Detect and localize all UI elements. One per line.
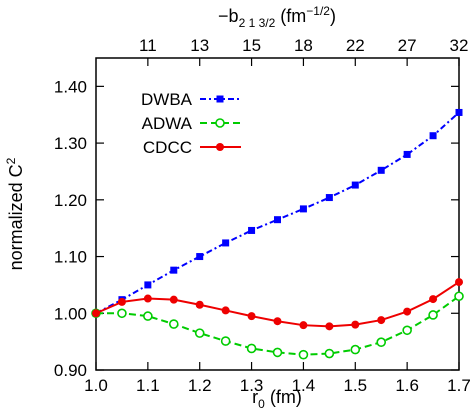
data-point-dwba — [351, 181, 359, 189]
data-point-dwba — [455, 108, 463, 116]
y-tick-label: 0.90 — [54, 361, 87, 380]
data-point-adwa — [324, 348, 335, 359]
data-point-adwa — [428, 310, 438, 320]
data-point-adwa — [194, 328, 205, 338]
data-point-cdcc — [455, 278, 463, 287]
data-point-cdcc — [273, 317, 282, 326]
data-point-adwa — [246, 343, 257, 354]
data-point-adwa — [143, 311, 153, 321]
top-tick-label: 22 — [346, 36, 365, 55]
data-point-dwba — [170, 266, 178, 274]
data-point-dwba — [299, 205, 307, 213]
legend-label-adwa: ADWA — [142, 114, 193, 133]
data-point-dwba — [429, 132, 437, 140]
data-point-cdcc — [143, 294, 152, 303]
y-tick-label: 1.40 — [54, 77, 87, 96]
legend-label-cdcc: CDCC — [143, 138, 192, 157]
data-point-cdcc — [325, 322, 334, 331]
data-point-adwa — [272, 347, 283, 358]
top-tick-label: 18 — [294, 36, 313, 55]
data-point-adwa — [402, 325, 412, 336]
x-tick-label: 1.2 — [188, 376, 212, 395]
data-point-adwa — [220, 336, 231, 346]
data-point-cdcc — [299, 321, 308, 330]
top-axis-title: −b2 1 3/2 (fm−1/2) — [218, 4, 336, 30]
data-point-dwba — [248, 226, 256, 234]
data-point-cdcc — [221, 306, 230, 315]
data-point-cdcc — [195, 300, 204, 309]
y-tick-label: 1.00 — [54, 304, 87, 323]
legend-marker-dwba — [216, 95, 224, 103]
data-point-adwa — [298, 349, 309, 360]
data-point-cdcc — [429, 295, 438, 304]
legend-label-dwba: DWBA — [141, 90, 193, 109]
data-point-dwba — [377, 166, 385, 174]
x-tick-label: 1.6 — [395, 376, 419, 395]
series-line-dwba — [95, 111, 460, 315]
y-tick-label: 1.20 — [54, 191, 87, 210]
top-tick-label: 27 — [398, 36, 417, 55]
data-point-cdcc — [377, 316, 386, 325]
data-point-cdcc — [351, 320, 360, 329]
y-tick-label: 1.10 — [54, 248, 87, 267]
x-tick-label: 1.1 — [136, 376, 160, 395]
plot-frame — [95, 57, 460, 371]
data-point-cdcc — [403, 307, 412, 316]
legend: DWBA ADWA CDCC — [141, 90, 241, 157]
data-point-cdcc — [117, 297, 126, 306]
data-point-dwba — [196, 253, 204, 261]
y-tick-label: 1.30 — [54, 134, 87, 153]
series-line-adwa — [96, 295, 460, 356]
x-tick-label: 1.5 — [343, 376, 367, 395]
data-point-adwa — [454, 291, 464, 302]
data-point-cdcc — [247, 312, 256, 321]
x-axis-title: r0 (fm) — [252, 387, 302, 410]
data-point-dwba — [222, 239, 230, 247]
top-tick-label: 15 — [242, 36, 261, 55]
data-point-adwa — [117, 308, 127, 319]
x-tick-label: 1.7 — [447, 376, 471, 395]
x-tick-label: 1.4 — [292, 376, 316, 395]
data-point-cdcc — [169, 295, 178, 304]
x-tick-label: 1.0 — [84, 376, 108, 395]
legend-marker-adwa — [215, 118, 225, 128]
data-point-adwa — [168, 319, 179, 329]
series-cdcc — [92, 278, 463, 331]
ticks-group: 1.0 1.1 1.2 1.3 1.4 1.5 1.6 1.7 0.90 1.00 1.10 1.20… — [54, 36, 471, 395]
top-tick-label: 11 — [139, 36, 157, 55]
data-point-adwa — [376, 337, 387, 348]
data-point-adwa — [350, 344, 361, 355]
top-tick-label: 32 — [450, 36, 469, 55]
legend-marker-cdcc — [216, 143, 224, 151]
data-point-cdcc — [92, 309, 100, 318]
y-axis-title: normalized C2 — [4, 157, 26, 270]
top-tick-label: 13 — [190, 36, 209, 55]
data-point-dwba — [403, 150, 411, 158]
series-group — [91, 108, 464, 360]
data-point-dwba — [325, 194, 333, 202]
data-point-dwba — [144, 281, 152, 289]
data-point-dwba — [274, 216, 281, 224]
x-tick-label: 1.3 — [240, 376, 264, 395]
